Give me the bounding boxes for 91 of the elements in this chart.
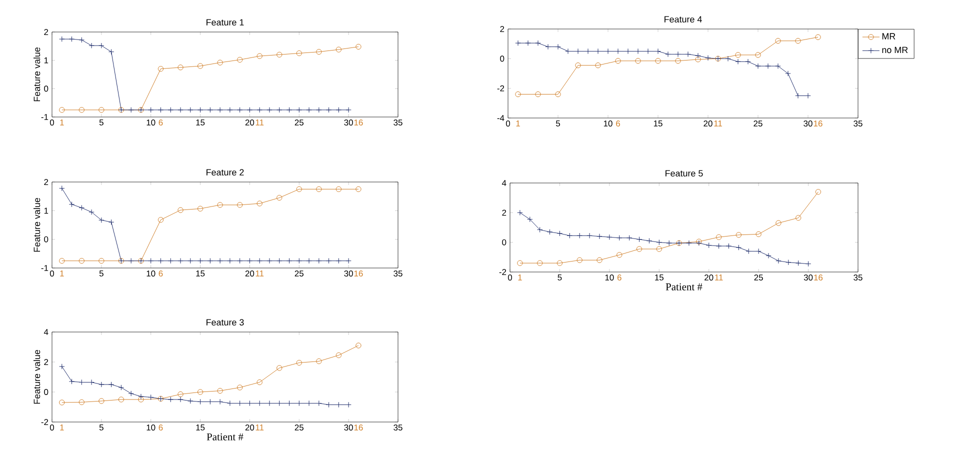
legend-label: no MR bbox=[882, 46, 908, 54]
x-tick-label: 5 bbox=[99, 424, 104, 430]
x-tick-label: 30 bbox=[344, 270, 353, 277]
x2-tick-label: 1 bbox=[60, 120, 64, 126]
y-tick-label: -2 bbox=[497, 85, 504, 92]
y-axis-title: Feature value bbox=[34, 198, 40, 252]
y-axis-title: Feature value bbox=[34, 47, 40, 102]
chart-title: Feature 4 bbox=[664, 16, 702, 22]
x-tick-label: 35 bbox=[394, 424, 402, 431]
x-tick-label: 15 bbox=[655, 274, 664, 280]
x2-tick-label: 11 bbox=[256, 270, 264, 276]
x-tick-label: 20 bbox=[245, 120, 254, 126]
x2-tick-label: 16 bbox=[814, 120, 822, 127]
x-axis-title: Patient # bbox=[206, 433, 244, 440]
x-tick-label: 35 bbox=[394, 270, 402, 277]
x-tick-label: 35 bbox=[854, 274, 862, 281]
x-tick-label: 25 bbox=[754, 274, 763, 281]
x-tick-label: 35 bbox=[394, 120, 402, 126]
x-tick-label: 0 bbox=[50, 424, 54, 431]
x-tick-label: 10 bbox=[604, 120, 612, 127]
y-tick-label: 2 bbox=[500, 26, 504, 32]
y-tick-label: -1 bbox=[41, 265, 48, 271]
y-axis-title: Feature value bbox=[34, 350, 40, 404]
y-tick-label: -1 bbox=[41, 114, 48, 120]
x-tick-label: 15 bbox=[654, 120, 662, 126]
x-tick-label: 30 bbox=[344, 120, 353, 126]
x-tick-label: 25 bbox=[294, 424, 304, 431]
y-tick-label: 1 bbox=[44, 208, 48, 214]
y-tick-label: 2 bbox=[44, 359, 48, 365]
x-tick-label: 15 bbox=[196, 424, 205, 430]
y-tick-label: 2 bbox=[44, 179, 48, 185]
x-tick-label: 25 bbox=[294, 120, 304, 126]
x-axis-title: Patient # bbox=[666, 283, 702, 290]
y-tick-label: 4 bbox=[502, 180, 506, 186]
y-tick-label: -2 bbox=[499, 269, 506, 275]
y-tick-label: 4 bbox=[44, 329, 48, 335]
x-tick-label: 5 bbox=[556, 120, 560, 126]
x-tick-label: 20 bbox=[245, 424, 254, 431]
x2-tick-label: 1 bbox=[60, 270, 64, 276]
x-tick-label: 0 bbox=[50, 120, 54, 126]
x-tick-label: 30 bbox=[804, 120, 812, 127]
y-tick-label: 0 bbox=[500, 56, 504, 62]
x2-tick-label: 6 bbox=[158, 270, 163, 277]
x-tick-label: 15 bbox=[196, 270, 205, 276]
y-tick-label: -2 bbox=[41, 419, 48, 425]
x-tick-label: 20 bbox=[704, 274, 714, 281]
x2-tick-label: 16 bbox=[354, 270, 363, 277]
chart-title: Feature 2 bbox=[206, 169, 244, 176]
x2-tick-label: 6 bbox=[158, 120, 163, 126]
chart-title: Feature 1 bbox=[206, 19, 244, 26]
x-tick-label: 15 bbox=[196, 120, 205, 126]
x-tick-label: 30 bbox=[344, 424, 353, 431]
y-tick-label: 2 bbox=[502, 210, 506, 216]
legend-label: MR bbox=[882, 33, 896, 40]
x2-tick-label: 1 bbox=[60, 424, 64, 430]
x-tick-label: 0 bbox=[508, 274, 512, 281]
x-tick-label: 5 bbox=[99, 120, 104, 126]
x2-tick-label: 11 bbox=[256, 120, 264, 126]
x-tick-label: 30 bbox=[804, 274, 813, 281]
y-tick-label: -4 bbox=[497, 115, 504, 121]
y-tick-label: 0 bbox=[502, 239, 506, 246]
y-tick-label: 0 bbox=[44, 389, 48, 395]
y-tick-label: 0 bbox=[44, 236, 48, 242]
x2-tick-label: 16 bbox=[814, 274, 823, 281]
x2-tick-label: 6 bbox=[617, 274, 622, 281]
chart-title: Feature 5 bbox=[666, 170, 703, 176]
x2-tick-label: 11 bbox=[714, 120, 722, 126]
x-tick-label: 5 bbox=[558, 274, 562, 280]
y-tick-label: 2 bbox=[44, 29, 48, 35]
x-tick-label: 20 bbox=[704, 120, 712, 127]
y-tick-label: 1 bbox=[44, 57, 48, 64]
x2-tick-label: 11 bbox=[256, 424, 264, 430]
x-tick-label: 25 bbox=[754, 120, 762, 127]
x2-tick-label: 6 bbox=[616, 120, 620, 127]
chart-title: Feature 3 bbox=[206, 319, 244, 326]
x-tick-label: 5 bbox=[99, 270, 104, 276]
x-tick-label: 10 bbox=[146, 270, 156, 277]
x-tick-label: 20 bbox=[245, 270, 254, 277]
x-tick-label: 10 bbox=[146, 120, 156, 126]
x-tick-label: 35 bbox=[854, 120, 862, 127]
x2-tick-label: 6 bbox=[158, 424, 163, 431]
x-tick-label: 10 bbox=[605, 274, 614, 281]
x-tick-label: 0 bbox=[50, 270, 54, 277]
x2-tick-label: 11 bbox=[715, 274, 723, 280]
x-tick-label: 10 bbox=[146, 424, 156, 431]
x-tick-label: 25 bbox=[294, 270, 304, 277]
y-tick-label: 0 bbox=[44, 86, 48, 92]
x2-tick-label: 1 bbox=[518, 274, 522, 280]
x2-tick-label: 16 bbox=[354, 120, 363, 126]
x2-tick-label: 16 bbox=[354, 424, 363, 431]
x2-tick-label: 1 bbox=[516, 120, 520, 126]
